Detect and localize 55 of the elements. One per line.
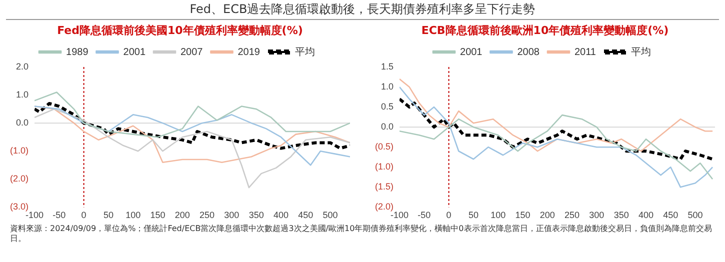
x-tick-label: 400: [638, 210, 654, 220]
x-tick-label: 0: [81, 210, 86, 220]
x-tick-label: 50: [103, 210, 114, 220]
legend-label: 2007: [180, 46, 204, 58]
x-tick-label: 150: [515, 210, 530, 220]
y-tick-label: (0.5): [374, 142, 394, 152]
x-tick-label: 100: [126, 210, 141, 220]
y-tick-label: 1.0: [380, 82, 394, 92]
x-tick-label: 200: [174, 210, 190, 220]
line-series: [400, 98, 714, 161]
x-tick-label: 300: [224, 210, 240, 220]
y-tick-label: 2.0: [16, 61, 29, 72]
x-tick-label: 500: [322, 210, 338, 220]
x-tick-label: 100: [490, 210, 506, 220]
x-tick-label: 350: [614, 210, 629, 220]
x-tick-label: -50: [52, 210, 66, 220]
x-tick-label: 50: [468, 210, 478, 220]
legend-label: 2001: [123, 46, 146, 58]
x-tick-label: 300: [589, 210, 604, 220]
x-tick-label: 500: [688, 210, 703, 220]
chart-title: ECB降息循環前後歐洲10年債殖利率變動幅度(%): [420, 23, 670, 39]
y-tick-label: 0.5: [380, 102, 394, 112]
legend-label: 2019: [238, 46, 260, 58]
y-tick-label: 0.0: [380, 122, 394, 132]
y-tick-label: 0.0: [16, 118, 29, 128]
y-tick-label: (2.0): [374, 202, 394, 212]
x-tick-label: 450: [298, 210, 314, 220]
chart-title: Fed降息循環前後美國10年債殖利率變動幅度(%): [56, 23, 304, 39]
line-series: [34, 102, 350, 150]
x-tick-label: 150: [150, 210, 166, 220]
text: Fed、ECB過去降息循環啟動後，長天期債券殖利率多呈下行走勢: [6, 0, 719, 20]
legend-label: 平均: [631, 46, 651, 58]
y-tick-label: 1.5: [380, 61, 394, 72]
y-tick-label: (1.0): [374, 162, 394, 172]
x-tick-label: 200: [540, 210, 555, 220]
y-tick-label: (3.0): [10, 202, 29, 212]
x-tick-label: -50: [418, 210, 431, 220]
y-tick-label: 1.0: [16, 90, 29, 100]
legend-label: 2008: [517, 46, 540, 58]
legend-label: 平均: [294, 46, 315, 58]
x-tick-label: 400: [273, 210, 288, 220]
x-tick-label: 0: [446, 210, 452, 220]
y-tick-label: (1.5): [374, 182, 394, 192]
x-tick-label: 250: [564, 210, 580, 220]
x-tick-label: 450: [663, 210, 678, 220]
legend-label: 2001: [460, 46, 483, 58]
legend-label: 2011: [574, 46, 596, 58]
y-tick-label: (1.0): [10, 146, 29, 156]
x-tick-label: -100: [390, 210, 409, 220]
legend-label: 1989: [66, 46, 89, 58]
x-tick-label: -100: [26, 210, 44, 220]
x-tick-label: 250: [200, 210, 215, 220]
x-tick-label: 350: [248, 210, 264, 220]
y-tick-label: (2.0): [10, 174, 29, 184]
source-note: 資料來源：2024/09/09，單位為%；僅統計Fed/ECB當次降息循環中次數超過3次之美國/歐洲10年期債券殖利率變化，橫軸中0表示首次降息當日，正值表示降息啟動後交易日，負值則為降息前交易日。: [9, 224, 713, 244]
